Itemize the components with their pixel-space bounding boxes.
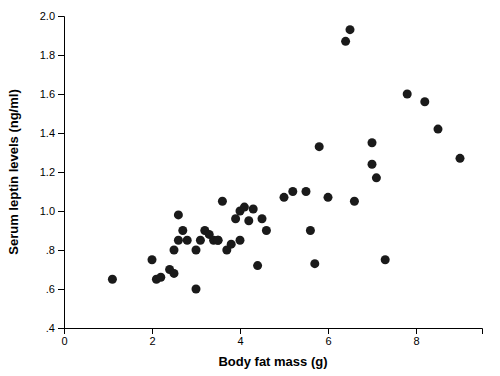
point (368, 160, 377, 169)
point (148, 255, 157, 264)
tick-label: 1.4 (40, 127, 55, 139)
tick-mark (58, 289, 64, 290)
point (249, 205, 258, 214)
point (253, 261, 262, 270)
point (262, 226, 271, 235)
tick-label: 4 (237, 335, 243, 347)
tick-label: 2 (149, 335, 155, 347)
tick: 1.4 (40, 127, 64, 139)
tick-mark (58, 172, 64, 173)
point (244, 216, 253, 225)
point (192, 285, 201, 294)
point (174, 210, 183, 219)
tick: 1.0 (40, 205, 64, 217)
tick-mark (416, 328, 417, 334)
point (196, 236, 205, 245)
tick-mark (58, 250, 64, 251)
tick-mark (152, 328, 153, 334)
tick-label: 1.8 (40, 49, 55, 61)
tick: 6 (325, 328, 331, 347)
tick-label: .4 (46, 322, 55, 334)
point (420, 97, 429, 106)
tick: 8 (413, 328, 419, 347)
point (174, 236, 183, 245)
tick: .8 (46, 244, 64, 256)
point (214, 236, 223, 245)
tick: 1.2 (40, 166, 64, 178)
tick: 2 (149, 328, 155, 347)
tick-label: .6 (46, 283, 55, 295)
point (218, 197, 227, 206)
point (456, 154, 465, 163)
point (403, 90, 412, 99)
tick: .4 (46, 322, 64, 334)
point (231, 214, 240, 223)
tick-mark (58, 16, 64, 17)
tick-label: 1.6 (40, 88, 55, 100)
point (315, 142, 324, 151)
point (156, 273, 165, 282)
tick-label: 8 (413, 335, 419, 347)
tick: 2.0 (40, 10, 64, 22)
point (178, 226, 187, 235)
point (341, 37, 350, 46)
x-axis: 0 2 4 6 8 (61, 328, 482, 347)
point (306, 226, 315, 235)
point (346, 25, 355, 34)
x-axis-line (65, 329, 483, 335)
tick-mark (58, 328, 64, 329)
tick-label: 6 (325, 335, 331, 347)
tick: 4 (237, 328, 243, 347)
y-axis-title: Serum leptin levels (ng/ml) (6, 89, 21, 254)
tick: .6 (46, 283, 64, 295)
point (350, 197, 359, 206)
tick-mark (58, 94, 64, 95)
point (280, 193, 289, 202)
tick-mark (58, 211, 64, 212)
tick-mark (58, 55, 64, 56)
tick-label: 0 (61, 335, 67, 347)
y-axis-line (58, 17, 65, 329)
point (214, 236, 223, 245)
point (108, 275, 117, 284)
point (236, 236, 245, 245)
point (302, 187, 311, 196)
tick-mark (240, 328, 241, 334)
point (310, 259, 319, 268)
tick-mark (58, 133, 64, 134)
tick-label: 1.0 (40, 205, 55, 217)
tick-label: 1.2 (40, 166, 55, 178)
point (170, 269, 179, 278)
chart: 0 2 4 6 8 .4 .6 .8 1.0 1.2 1.4 1.6 1.8 2.0 Body fat ma… (0, 0, 500, 376)
y-axis: .4 .6 .8 1.0 1.2 1.4 1.6 1.8 2.0 (40, 10, 65, 334)
tick-label: .8 (46, 244, 55, 256)
point (288, 187, 297, 196)
x-axis-title: Body fat mass (g) (218, 354, 327, 369)
point (227, 240, 236, 249)
point (192, 246, 201, 255)
point (240, 203, 249, 212)
point (170, 246, 179, 255)
tick: 1.6 (40, 88, 64, 100)
tick-mark (328, 328, 329, 334)
tick-label: 2.0 (40, 10, 55, 22)
plot-area: 0 2 4 6 8 .4 .6 .8 1.0 1.2 1.4 1.6 1.8 2.0 (40, 10, 483, 347)
points (108, 25, 465, 293)
point (183, 236, 192, 245)
point (372, 173, 381, 182)
point (381, 255, 390, 264)
point (368, 138, 377, 147)
point (258, 214, 267, 223)
tick: 1.8 (40, 49, 64, 61)
tick: 0 (61, 328, 67, 347)
point (434, 125, 443, 134)
point (324, 193, 333, 202)
